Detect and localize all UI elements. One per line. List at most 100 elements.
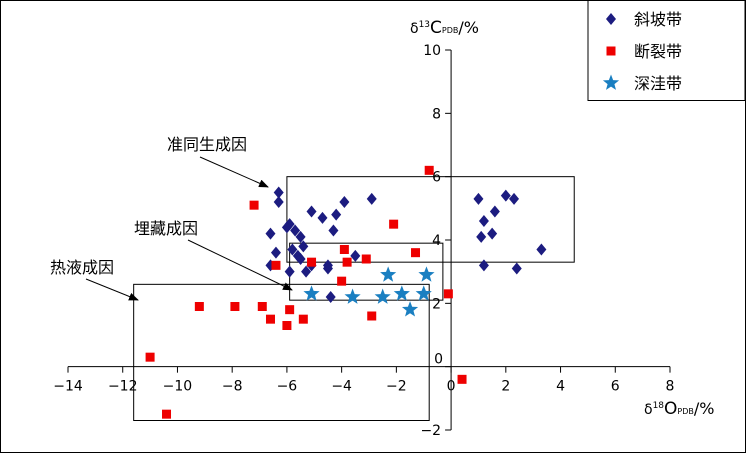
data-point (317, 211, 328, 224)
data-point (415, 285, 432, 301)
data-point (511, 262, 522, 275)
y-tick-label: 6 (432, 170, 441, 186)
data-point (281, 221, 292, 234)
data-point (350, 249, 361, 262)
data-point (473, 192, 484, 205)
x-tick-label: 4 (556, 379, 565, 395)
x-tick-label: −8 (222, 379, 243, 395)
data-point (194, 302, 204, 311)
data-point (303, 285, 320, 301)
data-point (271, 260, 281, 270)
legend-marker (602, 74, 620, 90)
data-point (374, 288, 391, 304)
x-tick-label: 2 (501, 379, 510, 395)
region-label: 准同生成因 (167, 135, 247, 154)
y-axis-title: δ13CPDB/% (410, 18, 479, 38)
x-tick-label: −4 (331, 379, 352, 395)
data-point (145, 352, 155, 362)
data-point (322, 259, 333, 272)
data-point (265, 314, 275, 324)
data-point (331, 208, 342, 221)
data-point (249, 200, 259, 210)
data-point (536, 243, 547, 256)
data-point (424, 165, 434, 175)
data-point (337, 276, 347, 286)
region-arrow (199, 156, 269, 188)
axes-layer: −14 −12 −10 −8 −6 −4 −2 0 2 4 6 8 −2 2 4 6 8 10 0 (53, 43, 674, 439)
data-point (230, 302, 240, 311)
legend-label: 斜坡带 (634, 10, 682, 29)
data-point (307, 257, 317, 267)
data-point (325, 291, 336, 303)
region-arrow (187, 239, 293, 291)
data-point (328, 224, 339, 237)
legend-label: 深洼带 (634, 74, 682, 93)
data-point (295, 253, 306, 265)
x-tick-label: −10 (163, 379, 193, 395)
data-point (257, 302, 267, 311)
x-tick-label: −12 (108, 379, 138, 395)
data-point (265, 227, 276, 240)
legend-marker (606, 13, 616, 25)
y-tick-label: 10 (423, 43, 441, 59)
y-tick-label: 4 (432, 233, 441, 249)
data-point (380, 266, 397, 282)
x-tick-label: −14 (53, 379, 83, 395)
data-point (344, 288, 361, 304)
data-point (500, 189, 511, 202)
data-point (366, 192, 377, 205)
data-point (342, 257, 352, 267)
y-tick-label: 8 (432, 106, 441, 122)
region-box (286, 176, 575, 263)
data-point (298, 240, 309, 253)
data-point (361, 254, 371, 264)
data-point (285, 305, 295, 315)
points-layer (145, 165, 547, 419)
y-tick-label: −2 (420, 423, 441, 439)
region-box (133, 283, 430, 422)
y-tick-label-zero: 0 (434, 352, 443, 368)
data-point (476, 230, 487, 243)
data-point (290, 224, 301, 237)
data-point (478, 259, 489, 272)
legend-label: 断裂带 (634, 42, 682, 61)
data-point (273, 196, 284, 208)
data-point (411, 248, 421, 258)
data-point (443, 289, 453, 299)
data-point (339, 245, 349, 254)
data-point (457, 374, 467, 384)
x-tick-label: 8 (666, 379, 675, 395)
region-label: 埋藏成因 (134, 219, 198, 238)
data-point (298, 314, 308, 324)
data-point (487, 227, 498, 240)
data-point (270, 246, 281, 259)
data-point (401, 301, 419, 317)
y-tick-label: 2 (432, 296, 441, 312)
data-point (389, 219, 399, 229)
data-point (273, 186, 284, 199)
data-point (162, 409, 172, 419)
data-point (284, 265, 295, 278)
region-arrow (85, 278, 139, 301)
data-point (339, 196, 350, 208)
x-tick-label: −6 (277, 379, 298, 395)
data-point (287, 243, 298, 256)
region-label: 热液成因 (50, 258, 114, 277)
data-point (478, 215, 489, 227)
data-point (418, 266, 435, 282)
x-tick-label: −2 (386, 379, 407, 395)
data-point (295, 230, 306, 243)
data-point (489, 205, 500, 218)
data-point (292, 249, 303, 262)
data-point (393, 285, 410, 301)
x-tick-label: 6 (611, 379, 620, 395)
x-tick-label: 0 (447, 379, 456, 395)
legend-marker (606, 46, 616, 56)
data-point (509, 192, 520, 205)
data-point (367, 311, 377, 321)
x-axis-title: δ18OPDB/% (644, 399, 715, 419)
